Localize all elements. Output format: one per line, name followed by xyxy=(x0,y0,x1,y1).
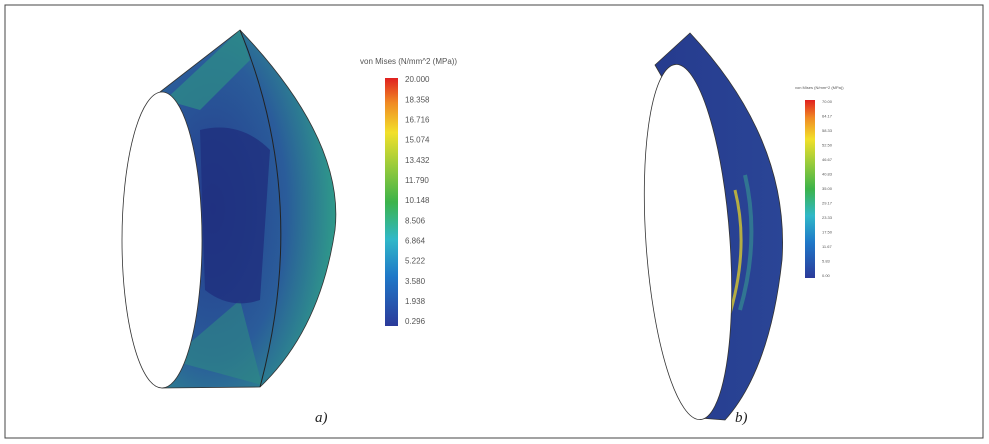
legend-label: 70.00 xyxy=(822,99,833,104)
legend-label: 35.00 xyxy=(822,186,833,191)
legend-label: 1.938 xyxy=(405,297,426,306)
legend-label: 23.33 xyxy=(822,215,833,220)
caption: b) xyxy=(735,410,748,426)
legend-label: 64.17 xyxy=(822,114,833,119)
legend-label: 3.580 xyxy=(405,277,426,286)
legend-label: 10.148 xyxy=(405,196,430,205)
legend-label: 5.222 xyxy=(405,257,426,266)
legend-label: 16.716 xyxy=(405,115,430,124)
legend-title: von Mises (N/mm^2 (MPa)) xyxy=(360,57,457,66)
legend-label: 11.67 xyxy=(822,244,832,249)
render-a xyxy=(122,30,336,388)
legend-label: 15.074 xyxy=(405,136,430,145)
legend-label: 40.83 xyxy=(822,172,833,177)
legend-label: 58.33 xyxy=(822,128,833,133)
legend-label: 8.506 xyxy=(405,216,426,225)
legend-title: von Mises (N/mm^2 (MPa)) xyxy=(795,85,844,90)
legend-label: 52.50 xyxy=(822,143,833,148)
colorbar-b xyxy=(805,100,815,278)
legend-label: 0.00 xyxy=(822,273,831,278)
legend-label: 13.432 xyxy=(405,156,430,165)
legend-label: 17.50 xyxy=(822,230,833,235)
legend-label: 18.358 xyxy=(405,95,430,104)
legend-label: 11.790 xyxy=(405,176,429,185)
caption: a) xyxy=(315,410,328,426)
legend-label: 0.296 xyxy=(405,317,426,326)
legend-label: 29.17 xyxy=(822,201,833,206)
figure: von Mises (N/mm^2 (MPa)) a) von Mises (N… xyxy=(0,0,989,444)
render-b xyxy=(634,33,783,422)
legend-label: 46.67 xyxy=(822,157,833,162)
colorbar-a xyxy=(385,78,398,326)
legend-label: 20.000 xyxy=(405,75,430,84)
legend-label: 5.83 xyxy=(822,259,831,264)
legend-label: 6.864 xyxy=(405,236,426,245)
